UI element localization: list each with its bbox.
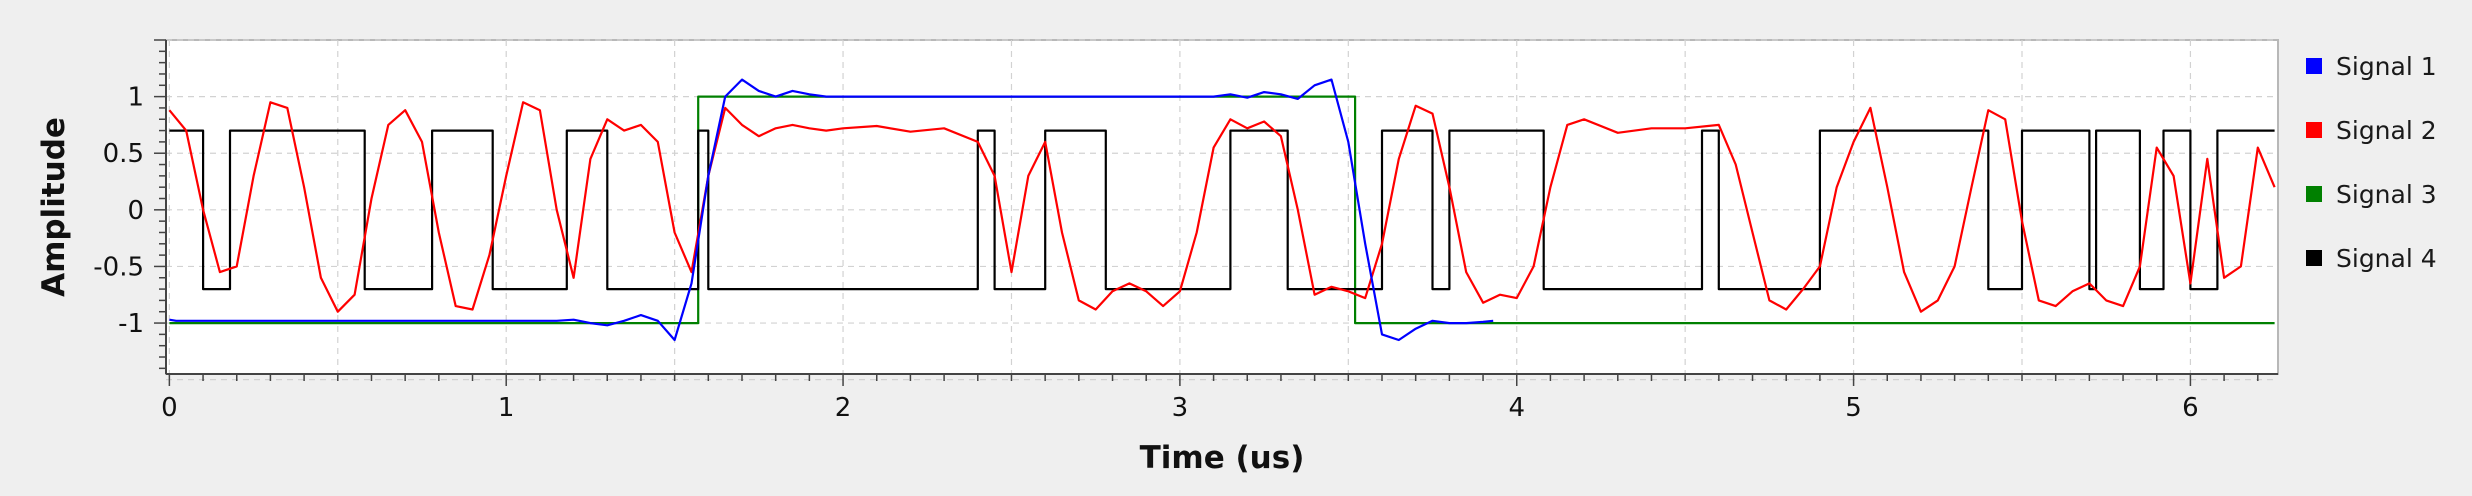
y-tick-label: 0 [127,196,144,226]
signal-2-line [168,101,2276,313]
x-axis-title: Time (us) [1140,440,1305,476]
x-tick-label: 3 [1172,393,1189,423]
x-tick-label: 0 [161,393,178,423]
x-tick-label: 5 [1845,393,1862,423]
legend-label-1: Signal 1 [2336,52,2437,81]
series-layer [168,78,2276,342]
axes: 0 1 2 3 4 5 6 1 0.5 0 -0.5 -1 [93,39,2278,423]
x-tick-label: 4 [1508,393,1525,423]
y-tick-label: 1 [127,83,144,113]
x-tick-label: 1 [498,393,515,423]
x-tick-label: 2 [835,393,852,423]
y-axis-title: Amplitude [36,117,72,297]
legend-swatch-2 [2306,122,2322,138]
y-tick-label: -1 [118,309,144,339]
legend-swatch-3 [2306,186,2322,202]
y-tick-label: -0.5 [93,252,144,282]
x-tick-label: 6 [2182,393,2199,423]
legend: Signal 1 Signal 2 Signal 3 Signal 4 [2306,52,2437,273]
signal-1-line [169,78,1494,342]
legend-swatch-4 [2306,250,2322,266]
legend-label-3: Signal 3 [2336,180,2437,209]
legend-swatch-1 [2306,58,2322,74]
y-tick-label: 0.5 [103,139,144,169]
legend-label-2: Signal 2 [2336,116,2437,145]
legend-label-4: Signal 4 [2336,244,2437,273]
